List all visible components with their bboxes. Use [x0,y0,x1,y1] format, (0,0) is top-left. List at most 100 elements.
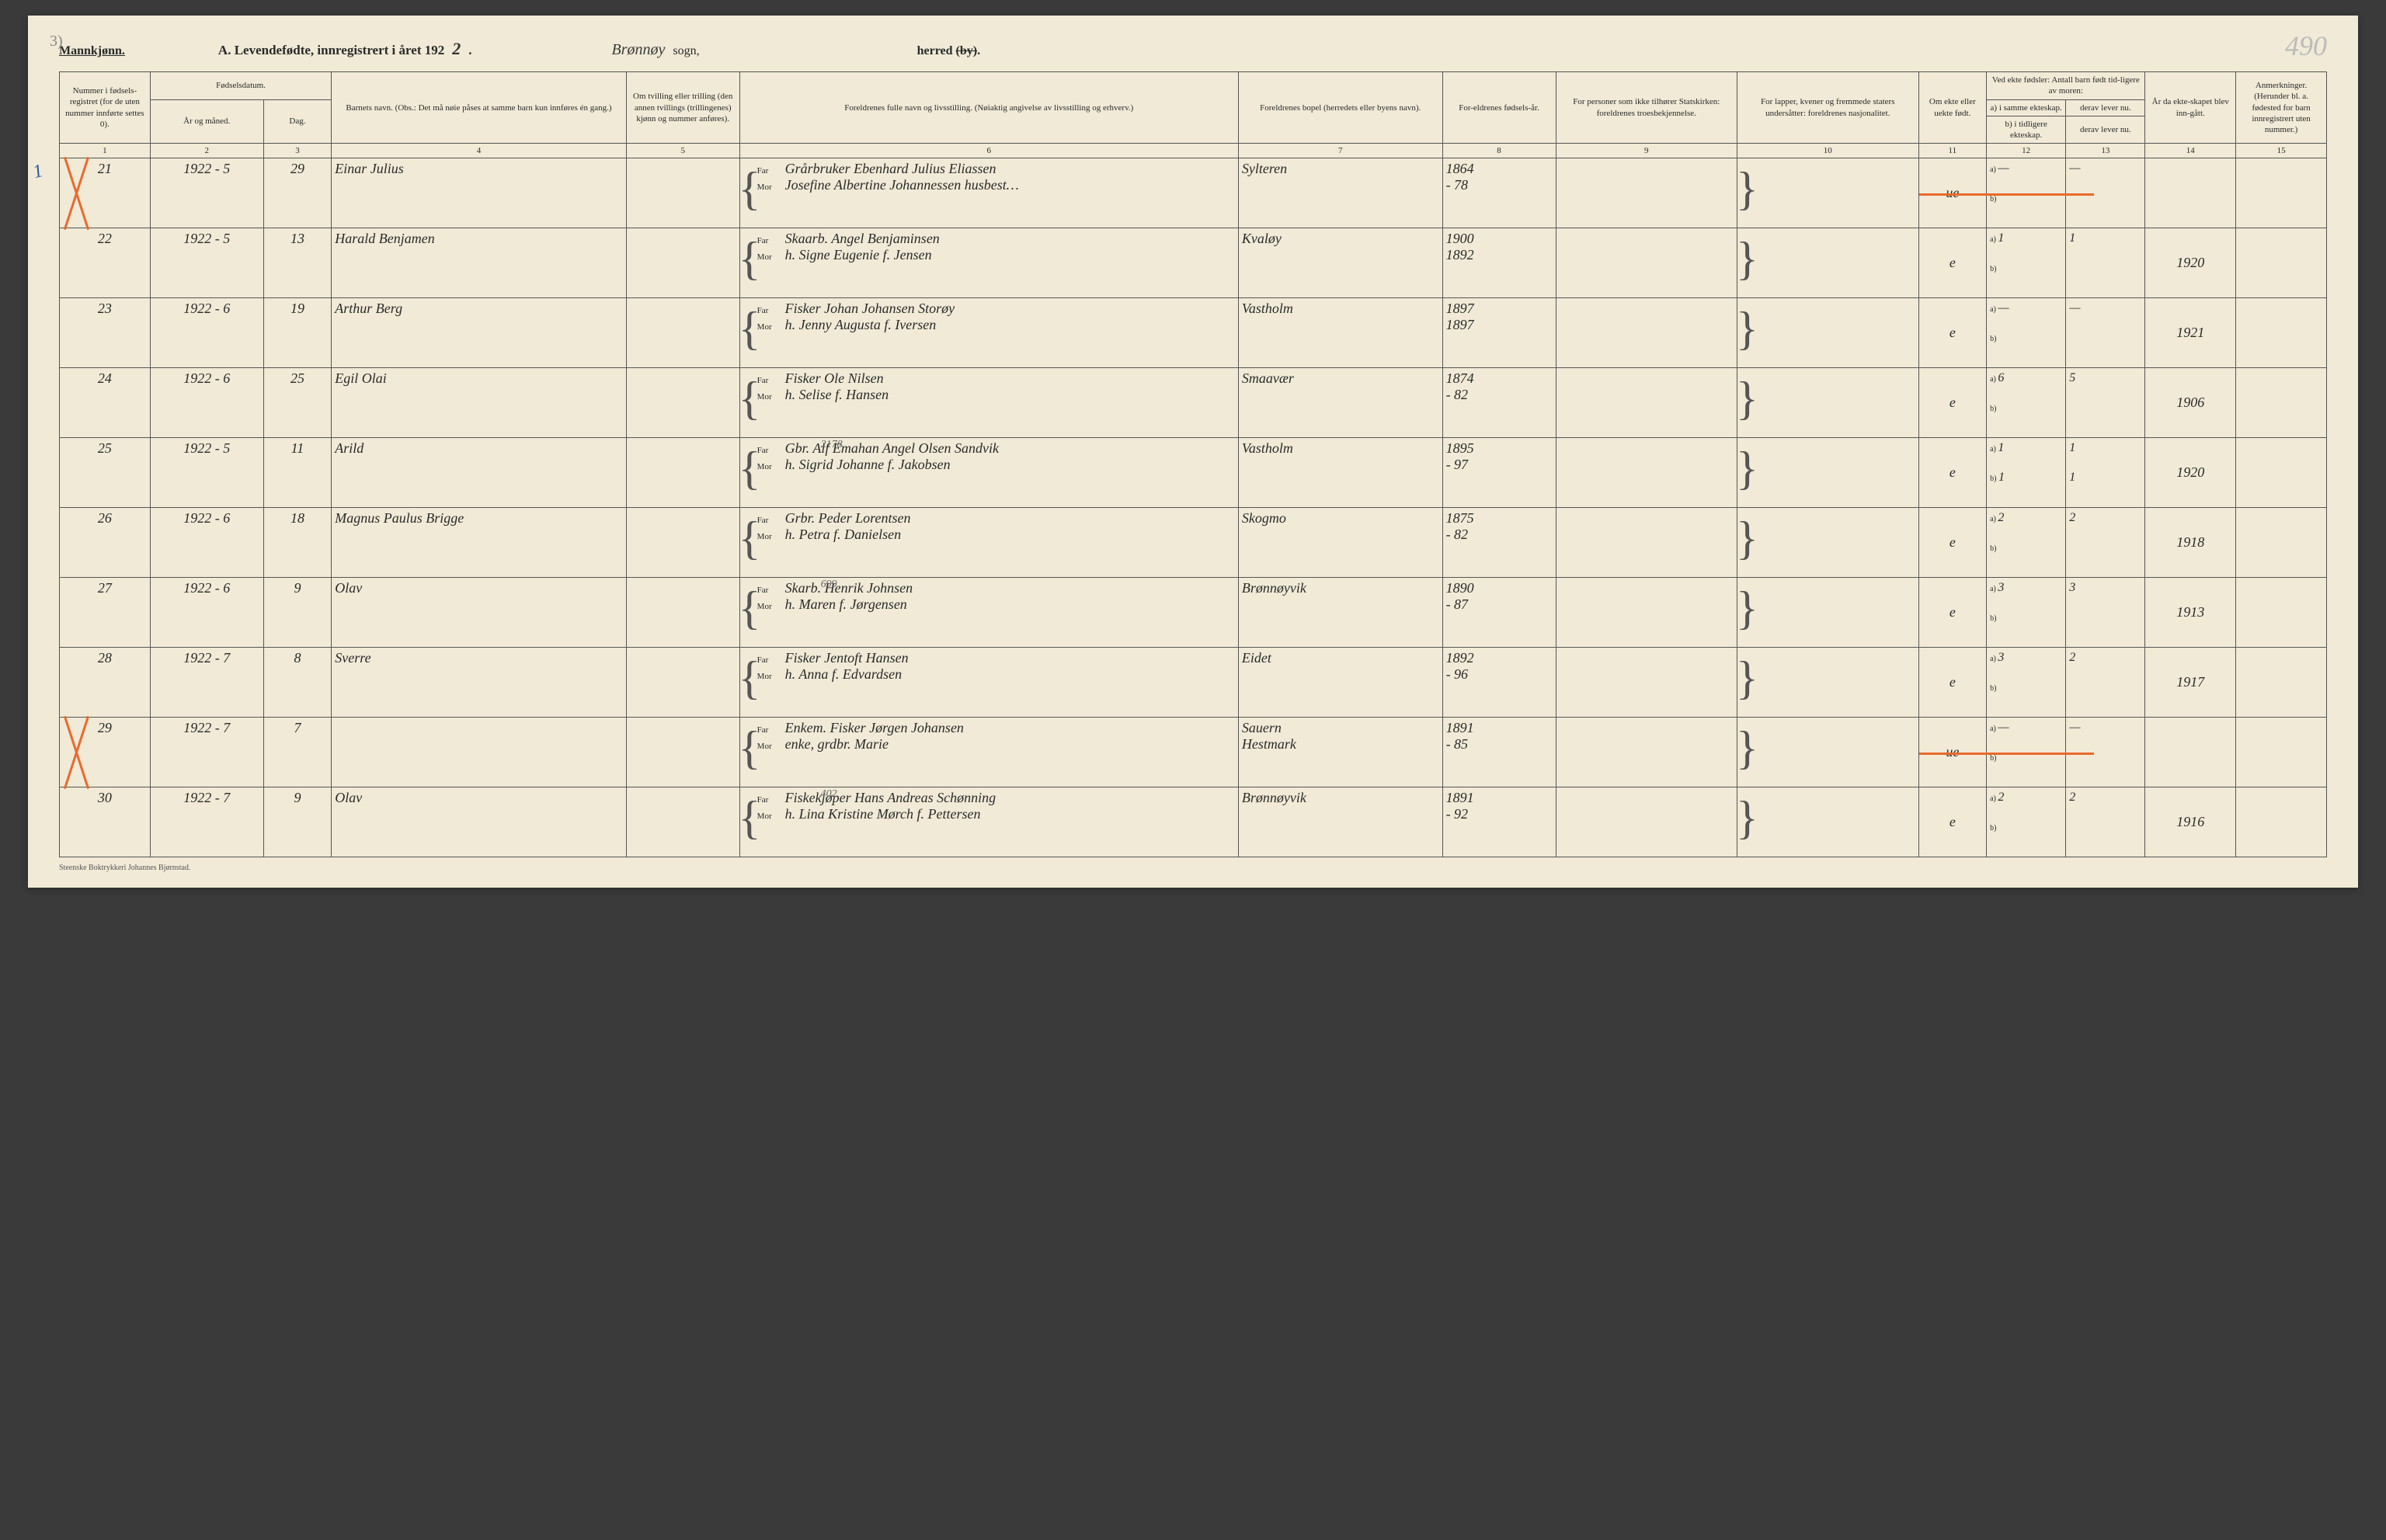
cell-parent-birth-years: 1891- 85 [1442,718,1556,787]
col-header-14: År da ekte-skapet blev inn-gått. [2145,72,2236,144]
cell-day: 11 [263,438,332,508]
cell-religion [1556,787,1737,857]
cell-day: 7 [263,718,332,787]
cell-day: 13 [263,228,332,298]
cell-day: 18 [263,508,332,578]
cell-nationality: } [1737,718,1919,787]
table-row: 261922 - 618Magnus Paulus Brigge{FarGrbr… [60,508,2327,578]
cell-number: 27 [60,578,151,648]
colnum: 9 [1556,144,1737,158]
cell-twin [626,718,739,787]
brace-icon: { [739,457,761,480]
cell-parent-birth-years: 19001892 [1442,228,1556,298]
cell-twin [626,438,739,508]
father-text: Grbr. Peder Lorentsen [785,510,911,527]
cell-parents: {FarGbr. Alf Emahan Angel Olsen Sandvik2… [739,438,1238,508]
superscript-note: 699 [821,579,837,591]
cell-remarks [2236,438,2327,508]
far-label: Far [757,236,781,245]
cell-prior-living: 5 [2066,368,2145,438]
cell-prior-a: a) 1b) 1 [1987,438,2066,508]
cell-parent-birth-years: 1891- 92 [1442,787,1556,857]
mother-text: h. Petra f. Danielsen [785,527,901,543]
cell-child-name: Harald Benjamen [332,228,626,298]
cell-child-name [332,718,626,787]
col-header-6: Foreldrenes fulle navn og livsstilling. … [739,72,1238,144]
father-text: Fisker Johan Johansen Storøy [785,301,955,317]
cell-religion [1556,578,1737,648]
colnum: 2 [150,144,263,158]
register-page: 3) 490 Mannkjønn. A. Levendefødte, innre… [28,16,2358,888]
far-label: Far [757,446,781,455]
cell-number: 211 [60,158,151,228]
parish-label: sogn, [673,44,699,58]
cell-residence: Brønnøyvik [1238,787,1442,857]
cell-legitimate: e [1918,508,1987,578]
cell-prior-living: — [2066,158,2145,228]
cell-twin [626,787,739,857]
colnum: 6 [739,144,1238,158]
cell-prior-living: — [2066,718,2145,787]
brace-icon: { [739,177,761,200]
mother-text: h. Selise f. Hansen [785,387,889,403]
table-row: 231922 - 619Arthur Berg{FarFisker Johan … [60,298,2327,368]
cell-religion [1556,438,1737,508]
cell-day: 8 [263,648,332,718]
cell-number: 22 [60,228,151,298]
colnum: 3 [263,144,332,158]
col-header-2a: År og måned. [150,99,263,144]
cell-legitimate: e [1918,578,1987,648]
mother-text: Josefine Albertine Johannessen husbest… [785,177,1019,193]
cell-nationality: } [1737,438,1919,508]
colnum: 12 [1987,144,2066,158]
brace-icon: { [739,317,761,340]
cell-marriage-year: 1920 [2145,228,2236,298]
cell-prior-living: 2 [2066,508,2145,578]
cell-child-name: Olav [332,787,626,857]
cell-remarks [2236,368,2327,438]
father-text: Enkem. Fisker Jørgen Johansen [785,720,964,736]
brace-right-icon: } [1736,177,1920,200]
cell-religion [1556,648,1737,718]
cell-marriage-year: 1917 [2145,648,2236,718]
brace-icon: { [739,387,761,410]
cell-day: 9 [263,578,332,648]
cell-residence: Kvaløy [1238,228,1442,298]
cell-residence: Vastholm [1238,298,1442,368]
cell-child-name: Einar Julius [332,158,626,228]
colnum: 15 [2236,144,2327,158]
cell-number: 25 [60,438,151,508]
cell-number: 26 [60,508,151,578]
cell-religion [1556,228,1737,298]
brace-right-icon: } [1736,666,1920,690]
cell-religion [1556,298,1737,368]
cell-religion [1556,368,1737,438]
cell-parents: {FarFisker Johan Johansen StorøyMorh. Je… [739,298,1238,368]
col-header-2-top: Fødselsdatum. [150,72,332,100]
table-row: 301922 - 79Olav{FarFiskekjøper Hans Andr… [60,787,2327,857]
cell-remarks [2236,787,2327,857]
cell-nationality: } [1737,368,1919,438]
colnum: 8 [1442,144,1556,158]
table-header: Nummer i fødsels-registret (for de uten … [60,72,2327,158]
cell-prior-a: a) 2b) [1987,508,2066,578]
father-text: Fiskekjøper Hans Andreas Schønning402 [785,790,996,806]
parish-block: Brønnøy sogn, [611,41,699,59]
cell-parents: {FarSkaarb. Angel BenjaminsenMorh. Signe… [739,228,1238,298]
cell-child-name: Egil Olai [332,368,626,438]
mother-text: h. Sigrid Johanne f. Jakobsen [785,457,951,473]
cell-year-month: 1922 - 6 [150,298,263,368]
cell-marriage-year: 1906 [2145,368,2236,438]
cell-marriage-year: 1920 [2145,438,2236,508]
cell-year-month: 1922 - 5 [150,438,263,508]
colnum: 4 [332,144,626,158]
cell-prior-living: 3 [2066,578,2145,648]
far-label: Far [757,655,781,665]
cell-year-month: 1922 - 7 [150,718,263,787]
cell-number: 24 [60,368,151,438]
parish-name-handwritten: Brønnøy [611,41,665,59]
pencil-note-top-right: 490 [2285,30,2327,62]
cell-parent-birth-years: 1874- 82 [1442,368,1556,438]
cell-twin [626,298,739,368]
blue-pencil-mark: 1 [31,161,46,183]
